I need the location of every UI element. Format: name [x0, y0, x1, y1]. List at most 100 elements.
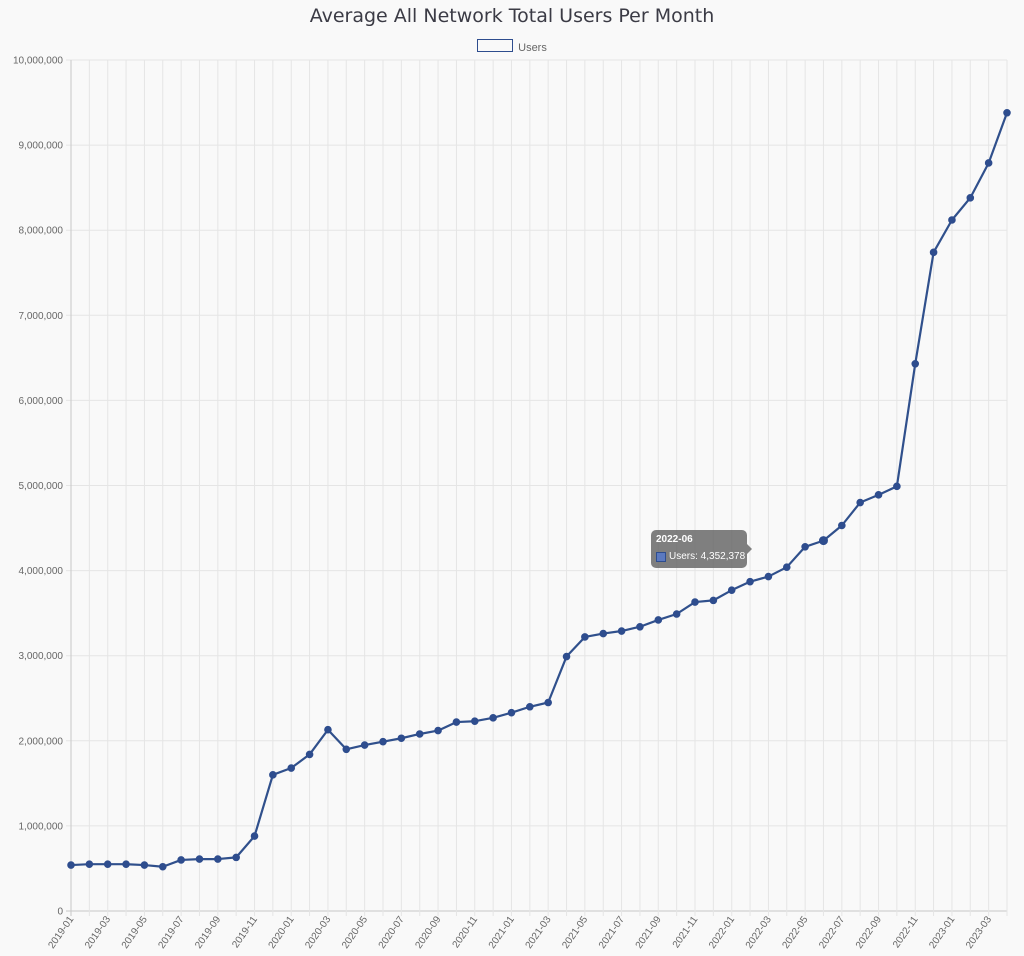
data-point [415, 730, 424, 738]
data-point [177, 856, 185, 864]
data-point [544, 698, 552, 707]
y-axis: 0 1,000,000 2,000,000 3,000,000 4,000,000 5,0… [13, 56, 64, 918]
data-point [67, 861, 75, 869]
x-tick-label: 2022-09 [854, 914, 884, 951]
data-point [250, 832, 259, 840]
data-point [489, 714, 497, 722]
y-tick-label: 0 [57, 907, 63, 918]
tooltip-arrow [747, 544, 752, 554]
data-point [452, 718, 461, 726]
x-tick-label: 2020-01 [267, 914, 297, 951]
y-tick-label: 5,000,000 [19, 481, 64, 492]
x-tick-label: 2019-09 [193, 914, 223, 951]
series-users[interactable] [67, 108, 1011, 871]
data-point [470, 717, 479, 726]
data-point [911, 360, 920, 368]
x-tick-label: 2020-11 [451, 914, 481, 950]
data-point [397, 734, 406, 743]
data-point [691, 598, 699, 606]
x-tick-label: 2022-03 [744, 914, 774, 951]
data-point [581, 633, 589, 641]
x-tick-label: 2022-05 [781, 914, 811, 951]
data-point [195, 855, 204, 863]
data-point [654, 616, 663, 624]
data-point [764, 572, 773, 581]
legend-swatch [477, 39, 514, 52]
data-point [305, 750, 314, 759]
data-point [1003, 108, 1011, 117]
x-tick-label: 2022-01 [707, 914, 737, 951]
data-point [984, 159, 993, 167]
data-point [287, 764, 296, 772]
data-point [709, 596, 718, 605]
data-point [782, 563, 791, 571]
y-tick-label: 8,000,000 [19, 226, 64, 237]
data-point [379, 737, 387, 746]
legend[interactable]: Users [0, 39, 1024, 54]
tooltip-swatch [656, 552, 666, 562]
y-tick-label: 4,000,000 [19, 566, 64, 577]
tooltip-title: 2022-06 [656, 534, 693, 545]
x-tick-label: 2020-09 [413, 914, 443, 951]
y-tick-label: 7,000,000 [19, 311, 64, 322]
x-tick-label: 2022-11 [891, 914, 921, 950]
x-tick-label: 2021-03 [524, 914, 554, 951]
data-point [214, 855, 222, 863]
data-point [672, 610, 681, 618]
y-tick-label: 9,000,000 [19, 141, 64, 152]
data-point [140, 861, 149, 869]
data-point [636, 622, 644, 631]
x-tick-label: 2021-11 [671, 914, 701, 950]
legend-label: Users [518, 42, 547, 54]
data-point [966, 194, 975, 202]
y-tick-label: 3,000,000 [19, 651, 64, 662]
data-point [526, 702, 534, 711]
x-tick-label: 2020-05 [340, 914, 370, 951]
y-tick-label: 1,000,000 [19, 821, 64, 832]
data-point [324, 725, 332, 734]
data-point [232, 853, 240, 862]
data-point [434, 726, 442, 735]
data-point [856, 498, 864, 507]
data-point [818, 536, 828, 546]
data-point [874, 491, 883, 499]
x-tick-label: 2021-07 [597, 914, 627, 951]
chart-title: Average All Network Total Users Per Mont… [309, 5, 715, 27]
data-point [746, 577, 754, 586]
x-tick-label: 2019-01 [46, 914, 76, 951]
y-tick-label: 2,000,000 [19, 736, 64, 747]
data-point [727, 586, 736, 594]
data-point [562, 652, 571, 661]
x-tick-label: 2022-07 [817, 914, 847, 951]
data-point [85, 860, 94, 868]
data-point [929, 248, 938, 257]
x-tick-label: 2019-11 [230, 914, 260, 950]
x-tick-label: 2020-03 [303, 914, 333, 951]
y-tick-label: 10,000,000 [13, 56, 63, 67]
tooltip: 2022-06 Users: 4,352,378 [651, 530, 752, 568]
x-axis: 2019-01 2019-03 2019-05 2019-07 2019-09 2019-… [46, 914, 994, 951]
x-tick-label: 2019-05 [120, 914, 150, 951]
x-tick-label: 2019-03 [83, 914, 113, 951]
data-point [948, 216, 956, 224]
data-point [342, 745, 351, 754]
data-point [507, 708, 516, 717]
x-tick-label: 2020-07 [377, 914, 407, 951]
tooltip-label: Users: 4,352,378 [669, 551, 746, 562]
data-point [158, 862, 167, 871]
y-tick-label: 6,000,000 [19, 396, 64, 407]
data-point [599, 629, 608, 638]
data-point [893, 482, 901, 491]
x-tick-label: 2021-01 [487, 914, 517, 951]
data-point [801, 542, 809, 551]
x-tick-label: 2019-07 [157, 914, 187, 951]
grid-lines [66, 59, 1008, 916]
series-line-users [70, 112, 1009, 868]
data-point [122, 860, 130, 868]
x-tick-label: 2021-09 [634, 914, 664, 951]
data-point [838, 521, 846, 530]
data-point [103, 860, 112, 868]
data-point [617, 627, 626, 635]
data-point [360, 741, 369, 749]
